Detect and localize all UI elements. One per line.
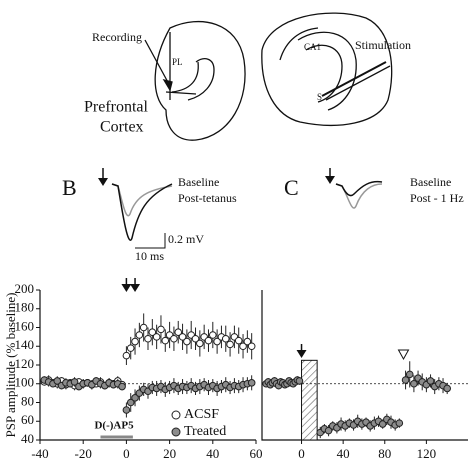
data-point xyxy=(170,334,178,343)
data-point xyxy=(209,331,217,339)
label: Stimulation xyxy=(355,38,411,52)
x-tick-label: 20 xyxy=(163,446,176,461)
data-point xyxy=(135,331,144,339)
open-arrow xyxy=(397,349,410,361)
y-tick-label: 160 xyxy=(15,318,35,333)
data-point xyxy=(152,333,161,341)
data-point xyxy=(213,337,221,346)
y-tick-label: 140 xyxy=(15,337,35,352)
x-tick-label: 80 xyxy=(378,446,391,461)
label: S xyxy=(317,92,322,102)
data-point xyxy=(161,336,170,345)
data-point xyxy=(126,344,135,352)
legend-marker xyxy=(171,410,181,420)
data-point xyxy=(324,426,333,435)
data-point xyxy=(178,333,187,341)
legend-marker xyxy=(171,427,181,437)
panel-label: B xyxy=(62,175,77,200)
arrow-head xyxy=(296,350,307,358)
data-point xyxy=(53,377,62,385)
data-point xyxy=(157,325,165,334)
label: Recording xyxy=(92,30,142,44)
y-tick-label: 180 xyxy=(15,300,35,315)
y-tick-label: 80 xyxy=(21,393,34,408)
panel-label: C xyxy=(284,175,299,200)
traces-c xyxy=(325,168,383,209)
x-tick-label: 120 xyxy=(417,446,437,461)
arrow-head xyxy=(130,284,141,292)
data-point xyxy=(196,339,204,348)
y-tick-label: 120 xyxy=(15,356,35,371)
x-tick-label: 40 xyxy=(206,446,219,461)
x-tick-label: -40 xyxy=(31,446,48,461)
x-tick-label: 0 xyxy=(123,446,130,461)
data-point xyxy=(144,334,152,343)
data-point xyxy=(148,328,157,336)
data-point xyxy=(70,378,79,386)
data-point xyxy=(131,394,139,402)
label: Post-tetanus xyxy=(178,191,237,205)
y-tick-label: 100 xyxy=(15,375,35,390)
y-tick-label: 200 xyxy=(15,281,35,296)
stim-block xyxy=(301,359,318,441)
data-point xyxy=(226,340,234,349)
y-axis-label: PSP amplitude (% baseline) xyxy=(3,292,18,437)
data-point xyxy=(405,370,414,379)
x-tick-label: 0 xyxy=(298,446,305,461)
label: Baseline xyxy=(178,175,219,189)
label: Baseline xyxy=(410,175,451,189)
data-point xyxy=(395,419,404,427)
data-point xyxy=(174,328,183,336)
data-point xyxy=(221,334,230,343)
hippocampus-diagram xyxy=(261,12,393,126)
data-point xyxy=(139,323,148,332)
label: Post - 1 Hz xyxy=(410,191,464,205)
data-point xyxy=(378,420,387,428)
data-point xyxy=(191,334,200,343)
data-point xyxy=(295,377,304,385)
label: Prefrontal xyxy=(84,99,149,116)
data-point xyxy=(239,342,247,351)
data-point xyxy=(234,336,243,345)
arrow-head xyxy=(121,284,132,292)
data-point xyxy=(247,379,256,387)
annotation: D(-)AP5 xyxy=(94,420,134,432)
data-point xyxy=(426,377,435,385)
label: Cortex xyxy=(100,119,144,136)
data-point xyxy=(122,351,131,360)
data-point xyxy=(247,342,256,351)
data-point xyxy=(443,384,451,393)
axis-line xyxy=(39,290,256,441)
legend-label: ACSF xyxy=(184,407,219,422)
x-tick-label: 40 xyxy=(337,446,350,461)
data-point xyxy=(410,379,418,388)
data-point xyxy=(126,398,135,407)
y-tick-label: 40 xyxy=(21,431,34,446)
data-point xyxy=(204,336,213,345)
legend-label: Treated xyxy=(184,424,226,439)
data-point xyxy=(118,382,126,391)
data-point xyxy=(401,376,410,384)
x-tick-label: 60 xyxy=(250,446,263,461)
label: CA1 xyxy=(304,42,321,52)
prefrontal-diagram xyxy=(144,20,246,141)
y-tick-label: 60 xyxy=(21,412,34,427)
data-point xyxy=(122,406,131,414)
data-point xyxy=(131,337,139,346)
data-point xyxy=(183,337,191,346)
traces-b xyxy=(98,168,173,249)
label: PL xyxy=(172,57,183,67)
label: 10 ms xyxy=(135,249,164,263)
axis-line xyxy=(261,290,468,441)
x-tick-label: -20 xyxy=(75,446,92,461)
data-point xyxy=(243,337,252,346)
label: 0.2 mV xyxy=(168,232,204,246)
